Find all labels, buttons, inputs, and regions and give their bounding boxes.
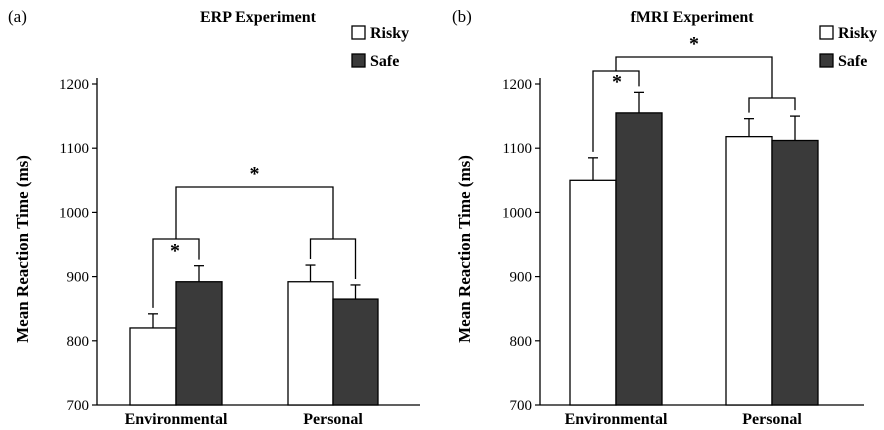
- panel-b-chart: 700 800 900 1000 1100 1200 Environmental Person…: [502, 25, 877, 428]
- panel-a-ylabel: Mean Reaction Time (ms): [13, 155, 32, 343]
- panel-a-bar-risky-environmental: [129, 327, 177, 406]
- panel-b-label: (b): [452, 7, 472, 26]
- panel-a-chart: 700 800 900 1000 1100 1200 Environmental Person…: [59, 25, 420, 428]
- panel-a-bar-safe-personal: [332, 298, 379, 406]
- panel-a-title: ERP Experiment: [200, 9, 317, 26]
- panel-b-bar-risky-personal: [725, 135, 773, 406]
- panel-b-y-tick-label: 700: [510, 398, 533, 414]
- panel-a-label: (a): [8, 7, 27, 26]
- panel-b-legend-swatch-risky: [819, 25, 834, 40]
- panel-b-ylabel: Mean Reaction Time (ms): [455, 155, 474, 343]
- panel-b-sig-bracket-outer: [615, 56, 773, 98]
- panel-a-legend-label-risky: Risky: [370, 25, 409, 42]
- panel-b-y-tick-label: 800: [510, 334, 533, 350]
- panel-b-y-tick-label: 1200: [502, 77, 532, 93]
- panel-a-y-tick-label: 800: [67, 334, 90, 350]
- panel-a-y-tick-label: 700: [67, 398, 90, 414]
- panel-b-sig-star: *: [689, 33, 699, 55]
- panel-a-bar-risky-personal: [287, 281, 334, 406]
- panel-b-y-tick-label: 1000: [502, 205, 532, 221]
- panel-a-x-tick-label: Personal: [303, 411, 363, 428]
- panel-b-bar-safe-environmental: [615, 112, 663, 406]
- panel-b-title: fMRI Experiment: [630, 9, 754, 26]
- panel-a-legend-label-safe: Safe: [370, 53, 399, 70]
- panel-b-sig-bracket-inner-personal: [748, 97, 796, 113]
- panel-b-x-tick-label: Environmental: [565, 411, 668, 428]
- panel-a-sig-bracket-inner-personal: [309, 238, 357, 279]
- panel-b-y-tick-label: 900: [510, 270, 533, 286]
- panel-a-sig-bracket-outer: [175, 186, 334, 239]
- panel-b-bar-risky-environmental: [569, 179, 617, 406]
- panel-b-legend-swatch-safe: [819, 53, 834, 68]
- panel-a-legend-swatch-risky: [351, 25, 366, 40]
- panel-b-x-tick-label: Personal: [742, 411, 802, 428]
- panel-b-sig-star: *: [612, 71, 622, 93]
- panel-a-sig-star: *: [170, 240, 180, 262]
- panel-a-x-tick-label: Environmental: [125, 411, 228, 428]
- panel-a-sig-star: *: [250, 163, 260, 185]
- panel-a-y-tick-label: 1200: [59, 77, 89, 93]
- panel-b-legend-label-risky: Risky: [838, 25, 877, 42]
- panel-a-bar-safe-environmental: [175, 281, 223, 406]
- panel-a-legend-swatch-safe: [351, 53, 366, 68]
- panel-a-y-tick-label: 1000: [59, 205, 89, 221]
- panel-a-y-tick-label: 900: [67, 270, 90, 286]
- panel-b-bar-safe-personal: [771, 139, 819, 406]
- panel-b-y-tick-label: 1100: [503, 141, 532, 157]
- panel-a-y-tick-label: 1100: [60, 141, 89, 157]
- panel-b-legend-label-safe: Safe: [838, 53, 867, 70]
